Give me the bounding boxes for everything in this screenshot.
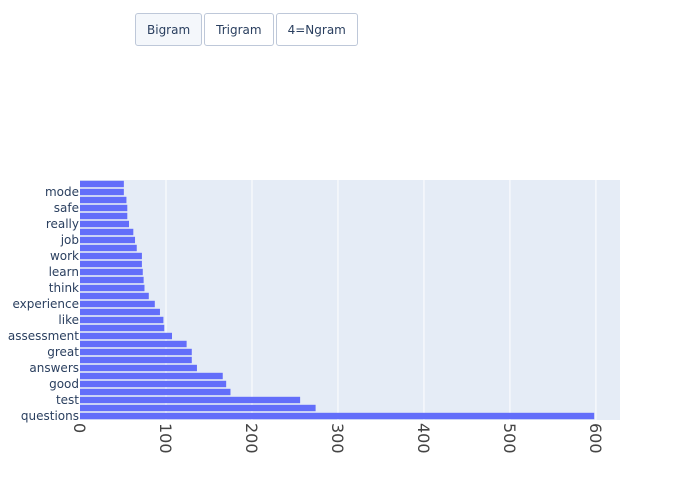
bar[interactable] (80, 204, 128, 212)
y-tick-label: assessment (8, 329, 79, 343)
bar[interactable] (80, 252, 142, 260)
x-tick-label: 600 (586, 423, 605, 454)
y-tick-label: great (47, 345, 79, 359)
bigram-button[interactable]: Bigram (135, 13, 203, 46)
x-tick-label: 100 (156, 423, 175, 454)
grid-lines (165, 180, 597, 420)
y-tick-label: experience (12, 297, 79, 311)
bar[interactable] (80, 196, 127, 204)
x-tick-label: 500 (500, 423, 519, 454)
bar[interactable] (80, 308, 160, 316)
bar[interactable] (80, 372, 223, 380)
bar[interactable] (80, 188, 124, 196)
y-tick-label: good (49, 377, 79, 391)
bar[interactable] (80, 316, 164, 324)
bar[interactable] (80, 356, 192, 364)
x-tick-label: 200 (242, 423, 261, 454)
bar[interactable] (80, 244, 137, 252)
bar[interactable] (80, 220, 130, 228)
bar[interactable] (80, 364, 197, 372)
trigram-button[interactable]: Trigram (204, 13, 274, 46)
bar[interactable] (80, 340, 187, 348)
bar[interactable] (80, 180, 124, 188)
bar[interactable] (80, 380, 227, 388)
bar[interactable] (80, 348, 192, 356)
bar[interactable] (80, 284, 145, 292)
x-tick-label: 300 (328, 423, 347, 454)
y-tick-label: work (50, 249, 79, 263)
bar[interactable] (80, 404, 316, 412)
bar[interactable] (80, 412, 595, 420)
y-tick-label: safe (54, 201, 79, 215)
y-axis-labels: questions test good answers great assessment l… (8, 185, 79, 423)
y-tick-label: questions (21, 409, 79, 423)
bar[interactable] (80, 228, 134, 236)
ngram-button-group: Bigram Trigram 4=Ngram (135, 13, 358, 46)
plot-background (80, 180, 620, 420)
x-axis-labels: 0 100 200 300 400 500 600 (70, 423, 605, 454)
y-tick-label: job (60, 233, 79, 247)
bar[interactable] (80, 236, 136, 244)
bar[interactable] (80, 260, 142, 268)
bar[interactable] (80, 212, 128, 220)
y-tick-label: think (49, 281, 79, 295)
bar[interactable] (80, 388, 231, 396)
y-tick-label: test (56, 393, 79, 407)
bar[interactable] (80, 332, 173, 340)
y-tick-label: answers (29, 361, 79, 375)
y-tick-label: like (58, 313, 79, 327)
y-tick-label: really (46, 217, 79, 231)
bar[interactable] (80, 276, 144, 284)
bar[interactable] (80, 268, 143, 276)
bar[interactable] (80, 300, 155, 308)
x-tick-label: 0 (70, 423, 89, 433)
bar[interactable] (80, 324, 165, 332)
bar[interactable] (80, 292, 149, 300)
bar[interactable] (80, 396, 301, 404)
x-tick-label: 400 (414, 423, 433, 454)
ngram4-button[interactable]: 4=Ngram (275, 13, 358, 46)
bars (80, 180, 595, 420)
y-tick-label: mode (45, 185, 79, 199)
y-tick-label: learn (49, 265, 79, 279)
